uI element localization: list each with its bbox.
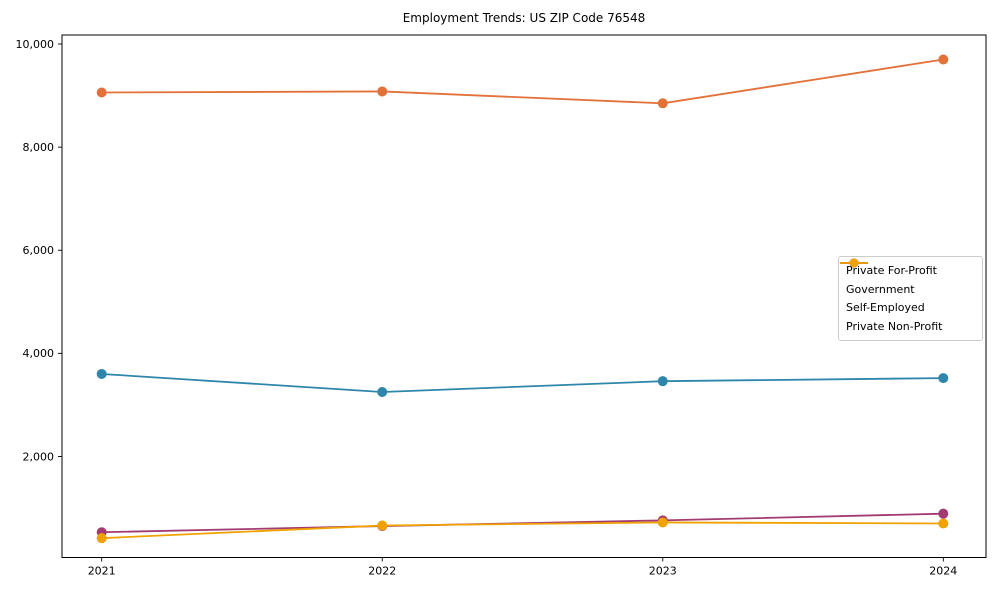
x-tick-label: 2021 (88, 565, 116, 578)
legend-label: Government (846, 282, 915, 296)
x-tick-label: 2024 (929, 565, 957, 578)
y-tick-label: 8,000 (23, 141, 55, 154)
legend-label: Private Non-Profit (846, 320, 943, 334)
chart-title: Employment Trends: US ZIP Code 76548 (402, 11, 646, 25)
plot-area (61, 34, 987, 558)
series-marker-self-employed (938, 508, 949, 519)
series-marker-private-non-profit (377, 520, 388, 531)
series-marker-private-for-profit (938, 54, 949, 65)
series-marker-private-non-profit (96, 533, 107, 544)
y-tick-label: 10,000 (16, 38, 55, 51)
legend-entry: Government (840, 258, 975, 297)
legend-entry: Self-Employed (840, 258, 975, 315)
y-tick-label: 4,000 (23, 347, 55, 360)
legend-swatch-icon (840, 258, 868, 268)
legend-label: Self-Employed (846, 301, 925, 315)
series-marker-government (657, 376, 668, 387)
series-marker-private-for-profit (96, 87, 107, 98)
legend-label: Private For-Profit (846, 263, 937, 277)
series-marker-government (377, 387, 388, 398)
x-tick-label: 2023 (649, 565, 677, 578)
series-line-private-for-profit (101, 58, 944, 105)
series-marker-private-for-profit (657, 98, 668, 109)
legend-entry: Private Non-Profit (840, 258, 975, 334)
series-marker-government (96, 368, 107, 379)
y-tick-label: 6,000 (23, 244, 55, 257)
series-line-government (101, 373, 944, 393)
series-marker-private-for-profit (377, 86, 388, 97)
series-marker-government (938, 373, 949, 384)
y-tick-label: 2,000 (23, 450, 55, 463)
series-marker-private-non-profit (657, 517, 668, 528)
series-marker-private-non-profit (938, 518, 949, 529)
chart-legend: Private For-Profit Government Self-Employe… (838, 256, 983, 341)
series-line-private-non-profit (101, 521, 944, 540)
x-tick-label: 2022 (368, 565, 396, 578)
